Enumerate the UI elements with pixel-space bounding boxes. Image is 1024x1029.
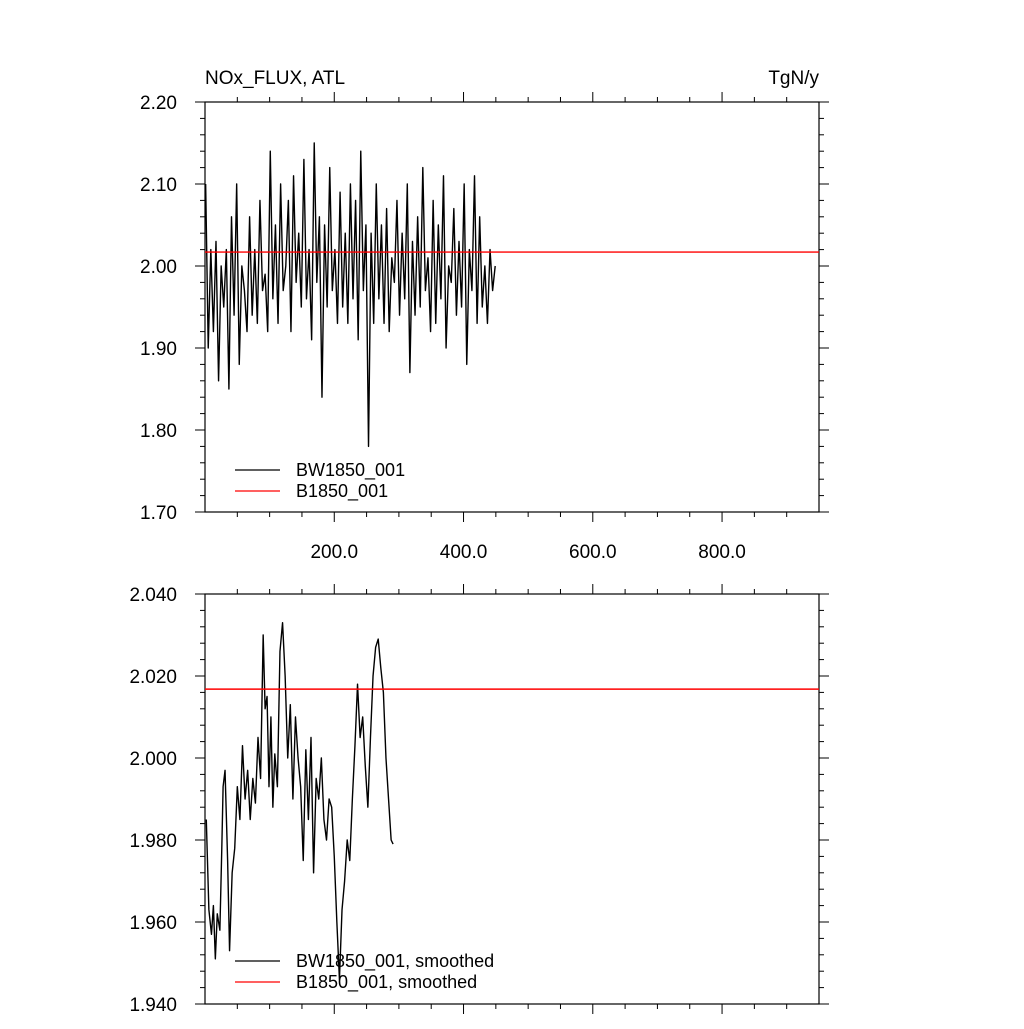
y-tick-label: 2.000 — [129, 749, 177, 770]
series-layer — [204, 142, 819, 448]
series-line — [204, 142, 496, 448]
legend-label: BW1850_001, smoothed — [296, 951, 494, 972]
plot-frame — [204, 593, 820, 1005]
legend-label: BW1850_001 — [296, 460, 405, 481]
y-tick-label: 2.00 — [140, 257, 177, 278]
x-tick-label: 200.0 — [310, 542, 358, 563]
top-panel: NOx_FLUX, ATL TgN/y 1.70 1.80 1.90 2.00 2.10… — [140, 68, 829, 563]
axis-ticks: 1.940 1.960 1.980 2.000 2.020 2.040 — [129, 584, 829, 1016]
y-tick-label: 1.960 — [129, 913, 177, 934]
y-tick-label: 2.020 — [129, 667, 177, 688]
y-tick-label: 1.90 — [140, 339, 177, 360]
plot-frame — [204, 101, 820, 513]
y-tick-label: 2.20 — [140, 93, 177, 114]
bottom-panel: 1.940 1.960 1.980 2.000 2.020 2.040 BW1850_00… — [129, 584, 829, 1016]
legend-label: B1850_001 — [296, 481, 388, 502]
y-tick-label: 2.10 — [140, 175, 177, 196]
y-tick-label: 1.980 — [129, 831, 177, 852]
y-tick-label: 1.940 — [129, 995, 177, 1016]
series-layer — [205, 622, 819, 981]
x-tick-label: 600.0 — [569, 542, 617, 563]
y-tick-label: 2.040 — [129, 585, 177, 606]
x-tick-label: 400.0 — [440, 542, 488, 563]
legend: BW1850_001 B1850_001 — [235, 460, 405, 502]
y-tick-label: 1.70 — [140, 503, 177, 524]
series-line — [205, 622, 394, 981]
y-tick-label: 1.80 — [140, 421, 177, 442]
chart-title: NOx_FLUX, ATL — [205, 68, 345, 89]
legend-label: B1850_001, smoothed — [296, 972, 477, 993]
axis-ticks: 1.70 1.80 1.90 2.00 2.10 2.20 200.0 400.0 600.0 8… — [140, 92, 829, 563]
x-tick-label: 800.0 — [698, 542, 746, 563]
legend: BW1850_001, smoothed B1850_001, smoothed — [235, 951, 494, 993]
chart-units: TgN/y — [768, 68, 819, 89]
